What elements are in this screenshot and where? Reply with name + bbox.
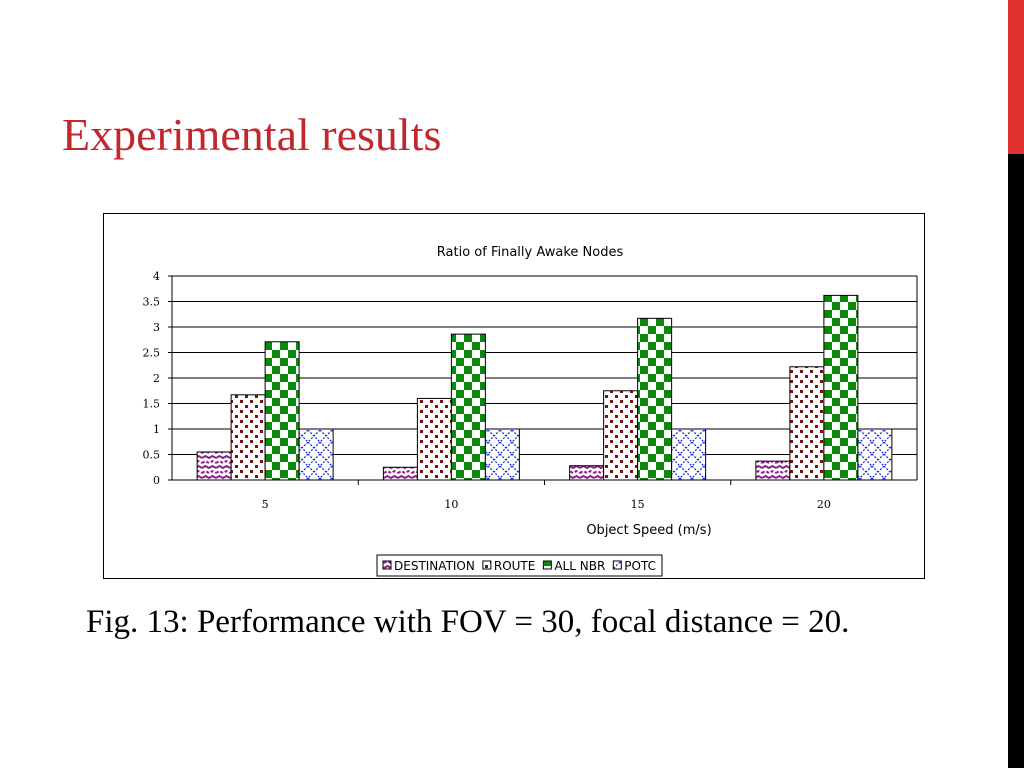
slide-title: Experimental results: [62, 109, 442, 160]
bar-all-nbr-15: [637, 317, 673, 481]
legend-swatch: [612, 560, 622, 570]
legend-swatch: [382, 560, 392, 570]
chart-title: Ratio of Finally Awake Nodes: [437, 245, 624, 260]
figure-caption: Fig. 13: Performance with FOV = 30, foca…: [86, 604, 850, 640]
bar-route-5: [230, 394, 266, 481]
bar-potc-15: [671, 428, 707, 481]
legend-label: POTC: [624, 559, 656, 573]
bar-destination-10: [382, 466, 418, 481]
x-tick-label: 15: [631, 498, 645, 511]
x-axis-ticks: 5 10 15 20: [262, 498, 831, 511]
bar-potc-20: [857, 428, 893, 481]
legend-label: ROUTE: [494, 559, 535, 573]
accent-bar-top: [1008, 0, 1024, 154]
bar-route-20: [789, 366, 825, 481]
y-tick-label: 3: [153, 321, 160, 334]
y-tick-label: 0: [153, 474, 160, 487]
bar-all-nbr-10: [450, 333, 486, 481]
axes: [168, 275, 917, 485]
y-tick-label: 0.5: [143, 449, 161, 462]
y-tick-label: 2: [153, 372, 160, 385]
bar-all-nbr-5: [264, 341, 300, 481]
y-tick-label: 3.5: [143, 296, 161, 309]
legend-label: ALL NBR: [554, 559, 605, 573]
x-axis-title: Object Speed (m/s): [586, 523, 711, 538]
bar-destination-15: [569, 465, 605, 481]
y-tick-label: 1: [153, 423, 160, 436]
x-tick-label: 20: [817, 498, 831, 511]
y-tick-label: 4: [153, 270, 160, 283]
legend-swatch: [482, 560, 492, 570]
legend-swatch: [542, 560, 552, 570]
bars: [196, 294, 893, 481]
y-tick-label: 2.5: [143, 347, 161, 360]
legend-label: DESTINATION: [394, 559, 475, 573]
bar-chart: Ratio of Finally Awake Nodes 0 0.5 1 1.5 2 2.…: [143, 245, 918, 577]
y-tick-label: 1.5: [143, 398, 161, 411]
accent-bar-bottom: [1008, 154, 1024, 768]
x-tick-label: 5: [262, 498, 269, 511]
legend-box: [376, 554, 663, 577]
bar-destination-20: [755, 460, 791, 481]
bar-all-nbr-20: [823, 294, 859, 481]
chart-frame: Ratio of Finally Awake Nodes 0 0.5 1 1.5 2 2.…: [103, 213, 925, 579]
bar-route-10: [416, 397, 452, 481]
chart-legend: DESTINATION ROUTE ALL NBR POTC: [376, 554, 663, 577]
bar-potc-10: [484, 428, 520, 481]
bar-destination-5: [196, 451, 232, 481]
bar-route-15: [603, 390, 639, 481]
x-tick-label: 10: [444, 498, 458, 511]
bar-potc-5: [298, 428, 334, 481]
y-axis-ticks: 0 0.5 1 1.5 2 2.5 3 3.5 4: [143, 270, 161, 487]
